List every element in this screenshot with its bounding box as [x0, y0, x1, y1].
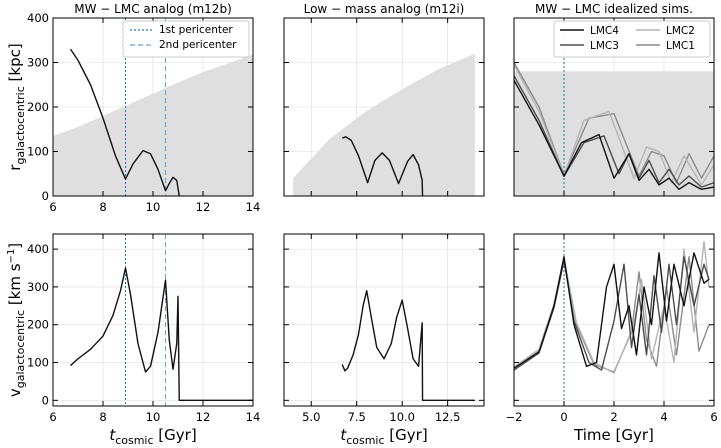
x-tick-label: 2: [610, 410, 617, 424]
panel-title: MW − LMC idealized sims.: [535, 2, 693, 16]
x-tick-label: 6: [49, 200, 56, 214]
legend: LMC4 LMC2 LMC3 LMC1: [553, 20, 711, 58]
plot-area: [53, 234, 253, 406]
y-tick-label: 300: [27, 280, 49, 294]
y-tick-label: 200: [27, 100, 49, 114]
plot-area: [284, 234, 484, 406]
y-tick-label: 100: [27, 356, 49, 370]
series-lmc4: [514, 252, 710, 369]
y-tick-label: 400: [27, 242, 49, 256]
series-lmc2: [514, 240, 710, 374]
panel-title: Low − mass analog (m12i): [304, 2, 465, 16]
series-speed: [341, 290, 475, 402]
y-axis-label: rgalactocentric [kpc]: [6, 43, 27, 170]
y-tick-label: 200: [27, 318, 49, 332]
y-tick-label: 300: [27, 56, 49, 70]
shaded-region: [293, 53, 475, 196]
series-orbit: [341, 136, 424, 196]
plot-area: [284, 18, 484, 196]
x-tick-label: 4: [660, 410, 667, 424]
y-tick-label: 0: [42, 393, 49, 407]
x-tick-label: 14: [246, 410, 261, 424]
x-tick-label: 6: [49, 410, 56, 424]
x-tick-label: 0: [560, 410, 567, 424]
x-tick-label: 8: [99, 200, 106, 214]
legend-entry: LMC2: [666, 25, 695, 37]
legend-entry: LMC3: [590, 40, 619, 52]
legend-entry: LMC4: [590, 25, 619, 37]
y-tick-label: 0: [42, 189, 49, 203]
legend: 1st pericenter 2nd pericenter: [122, 20, 250, 58]
panel-p11: 6 8 10 12 14 0 100 200 300 400 MW − LMC analog (m1…: [6, 2, 260, 214]
legend-entry: LMC1: [666, 40, 695, 52]
x-tick-label: 12: [196, 200, 211, 214]
plot-area: [514, 18, 714, 196]
x-tick-label: 10: [146, 410, 161, 424]
panel-title: MW − LMC analog (m12b): [74, 2, 232, 16]
y-tick-label: 400: [27, 11, 49, 25]
x-tick-label: 12: [196, 410, 211, 424]
series-speed: [70, 267, 253, 402]
x-tick-label: 10: [146, 200, 161, 214]
panel-p23: −2 0 2 4 6 Time [Gyr]: [506, 233, 718, 444]
panel-p22: 5.0 7.5 10.0 12.5 tcosmic [Gyr]: [283, 233, 485, 447]
y-axis-label: vgalactocentric [km s−1]: [6, 243, 27, 397]
x-tick-label: 12.5: [435, 410, 461, 424]
x-tick-label: 7.5: [348, 410, 366, 424]
series-lmc4: [514, 79, 714, 191]
panel-p12: Low − mass analog (m12i): [283, 2, 485, 197]
x-tick-label: 14: [246, 200, 261, 214]
panel-p13: MW − LMC idealized sims. LMC4 LMC2 LMC3 LMC1: [513, 2, 715, 197]
plot-area: [514, 234, 714, 406]
x-tick-label: 10.0: [389, 410, 415, 424]
plot-area: [53, 18, 253, 196]
series-lmc2: [514, 64, 714, 186]
x-tick-label: 8: [99, 410, 106, 424]
x-axis-label: tcosmic [Gyr]: [109, 426, 196, 447]
x-tick-label: 5.0: [302, 410, 320, 424]
axes-frame: [283, 233, 485, 407]
y-tick-label: 100: [27, 145, 49, 159]
series-orbit: [69, 48, 180, 196]
x-tick-label: −2: [506, 410, 523, 424]
legend-entry: 1st pericenter: [159, 24, 233, 36]
x-axis-label: tcosmic [Gyr]: [340, 426, 427, 447]
legend-entry: 2nd pericenter: [159, 39, 237, 51]
series-lmc3: [514, 75, 714, 188]
x-tick-label: 6: [710, 410, 717, 424]
x-axis-label: Time [Gyr]: [573, 426, 654, 444]
